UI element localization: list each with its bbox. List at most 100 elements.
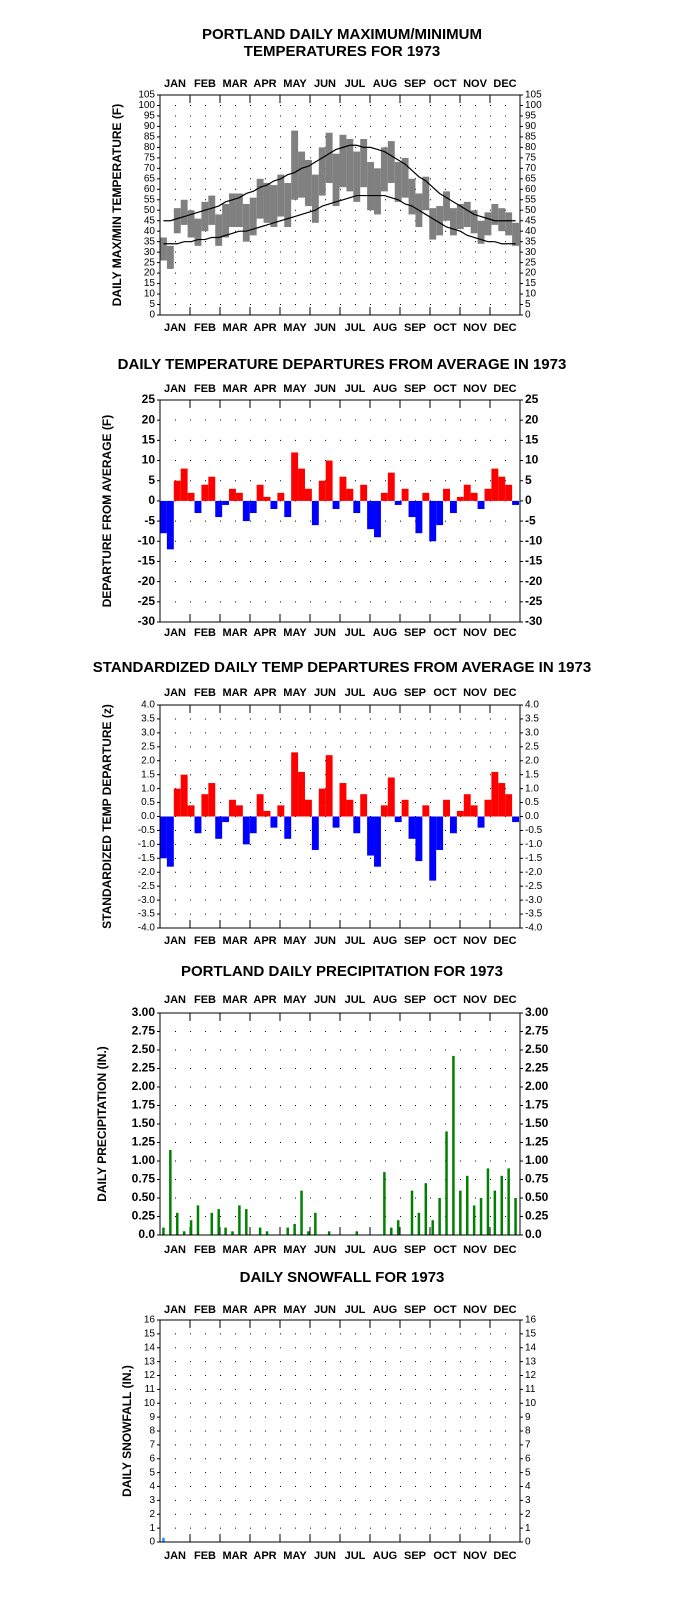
month-label-bottom: APR xyxy=(253,935,276,947)
y-tick-label: 55 xyxy=(144,194,156,205)
month-label-bottom: JUL xyxy=(345,1244,366,1256)
bar xyxy=(415,500,423,534)
bar xyxy=(201,484,209,501)
bar xyxy=(208,476,216,501)
month-label-top: NOV xyxy=(463,383,488,395)
bar xyxy=(505,484,513,501)
month-label-bottom: FEB xyxy=(194,935,216,947)
month-label-bottom: JUL xyxy=(345,935,366,947)
month-label-bottom: OCT xyxy=(433,1550,457,1562)
y-tick-label-right: 5 xyxy=(525,1467,531,1478)
month-label-bottom: JUN xyxy=(314,1244,336,1256)
bar xyxy=(401,488,409,501)
y-tick-label-right: 1.00 xyxy=(525,1153,549,1167)
bar xyxy=(284,500,292,518)
month-label-top: AUG xyxy=(373,383,397,395)
month-label-bottom: SEP xyxy=(404,627,426,639)
month-label-top: MAY xyxy=(283,687,307,699)
bar xyxy=(436,816,444,850)
temp-range-bar xyxy=(263,183,271,223)
bar xyxy=(346,799,354,817)
month-label-top: MAR xyxy=(222,1304,247,1316)
month-label-bottom: FEB xyxy=(194,1550,216,1562)
bar xyxy=(314,1212,317,1235)
y-tick-label-right: 8 xyxy=(525,1426,531,1437)
bar xyxy=(291,752,299,817)
y-axis-label: DAILY MAX/MIN TEMPERATURE (F) xyxy=(110,104,124,306)
temp-range-bar xyxy=(374,168,381,215)
temp-range-bar xyxy=(456,203,464,230)
y-tick-label: 11 xyxy=(145,1384,156,1395)
y-tick-label-right: 3 xyxy=(525,1495,531,1506)
y-tick-label: 8 xyxy=(149,1426,155,1437)
temp-range-bar xyxy=(512,222,520,246)
bar xyxy=(491,771,499,817)
month-label-bottom: JUN xyxy=(314,935,336,947)
bar xyxy=(380,805,388,817)
y-tick-label-right: 4.0 xyxy=(525,700,539,711)
y-tick-label: 1.0 xyxy=(141,783,155,794)
bar xyxy=(498,783,506,817)
bar xyxy=(339,476,347,501)
y-tick-label-right: 1.75 xyxy=(525,1098,549,1112)
temp-range-bar xyxy=(284,183,292,227)
bar xyxy=(408,500,416,518)
bar xyxy=(263,810,271,817)
temp-range-bar xyxy=(173,208,181,234)
bar xyxy=(390,1227,393,1235)
month-label-bottom: MAR xyxy=(222,1550,247,1562)
bar xyxy=(298,771,305,817)
month-label-top: AUG xyxy=(373,687,397,699)
y-tick-label: 25 xyxy=(142,392,156,406)
temp-range-bar xyxy=(229,193,236,227)
y-tick-label: 0.25 xyxy=(132,1209,156,1223)
month-label-top: APR xyxy=(253,78,276,90)
y-tick-label-right: 15 xyxy=(525,433,539,447)
bar xyxy=(196,1205,200,1235)
y-tick-label: 105 xyxy=(138,90,155,101)
month-label-top: MAY xyxy=(283,383,307,395)
y-tick-label: 85 xyxy=(144,132,156,143)
temp-range-bar xyxy=(304,159,312,207)
bar xyxy=(465,1175,469,1235)
y-tick-label-right: 80 xyxy=(525,142,537,153)
y-tick-label: 2.0 xyxy=(141,755,155,766)
month-label-bottom: APR xyxy=(253,1550,276,1562)
y-tick-label-right: 16 xyxy=(525,1315,537,1326)
temp-range-bar xyxy=(332,153,340,207)
month-label-bottom: MAR xyxy=(222,935,247,947)
bar xyxy=(180,468,188,501)
bar xyxy=(222,500,230,505)
bar xyxy=(208,783,216,817)
month-label-bottom: JAN xyxy=(164,935,186,947)
temp-range-bar xyxy=(298,151,305,198)
y-tick-label: -15 xyxy=(138,554,156,568)
y-tick-label-right: 10 xyxy=(525,289,537,300)
month-label-top: DEC xyxy=(493,994,516,1006)
bar xyxy=(263,496,271,501)
month-label-top: MAR xyxy=(222,994,247,1006)
month-label-top: OCT xyxy=(433,687,457,699)
bar xyxy=(456,810,464,817)
month-label-bottom: AUG xyxy=(373,1550,397,1562)
bar xyxy=(311,500,319,526)
y-tick-label: -0.5 xyxy=(138,825,156,836)
y-tick-label-right: 100 xyxy=(525,100,542,111)
bar xyxy=(353,500,361,514)
bar xyxy=(422,805,430,817)
chart-title: PORTLAND DAILY PRECIPITATION FOR 1973 xyxy=(181,963,503,980)
bar xyxy=(346,488,354,501)
bar xyxy=(222,816,230,823)
y-tick-label-right: 3.0 xyxy=(525,728,539,739)
bar xyxy=(408,816,416,839)
y-tick-label-right: 0.25 xyxy=(525,1209,549,1223)
month-label-top: FEB xyxy=(194,383,216,395)
y-tick-label-right: 1 xyxy=(525,1523,531,1534)
bar xyxy=(410,1190,414,1235)
y-tick-label-right: 0.50 xyxy=(525,1190,549,1204)
y-tick-label-right: 90 xyxy=(525,121,537,132)
temp-range-bar xyxy=(311,174,319,223)
month-label-top: SEP xyxy=(404,1304,426,1316)
bar xyxy=(182,1231,186,1235)
y-tick-label-right: 0 xyxy=(525,493,532,507)
